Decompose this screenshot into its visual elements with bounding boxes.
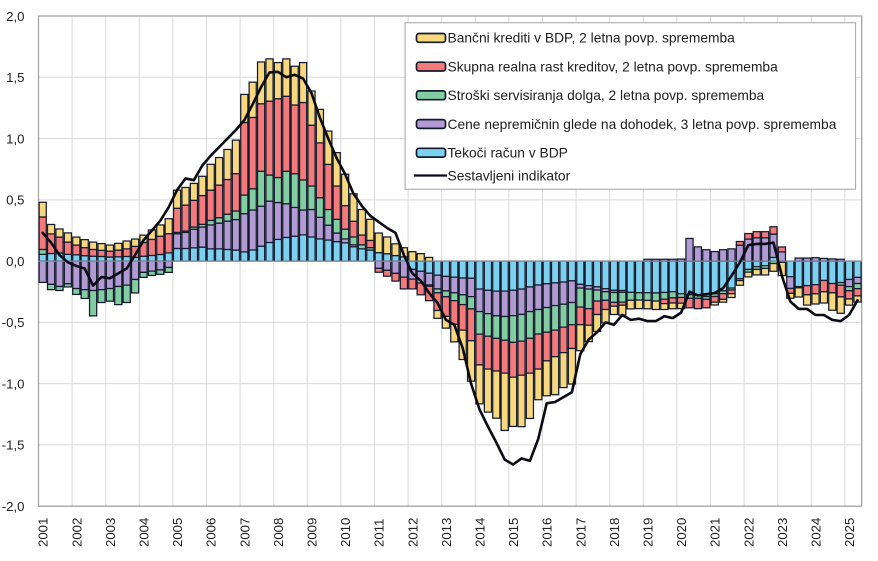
svg-text:2018: 2018	[607, 518, 622, 547]
svg-text:2004: 2004	[137, 518, 152, 547]
svg-text:2015: 2015	[506, 518, 521, 547]
svg-text:2,0: 2,0	[6, 9, 24, 24]
svg-text:2017: 2017	[573, 518, 588, 547]
svg-text:-1,5: -1,5	[2, 438, 25, 453]
svg-text:2014: 2014	[473, 518, 488, 547]
svg-text:2021: 2021	[708, 518, 723, 547]
svg-text:0,5: 0,5	[6, 193, 24, 208]
svg-text:-0,5: -0,5	[2, 315, 25, 330]
svg-text:2012: 2012	[405, 518, 420, 547]
svg-text:2023: 2023	[775, 518, 790, 547]
svg-text:2020: 2020	[674, 518, 689, 547]
svg-text:2016: 2016	[540, 518, 555, 547]
svg-text:2007: 2007	[237, 518, 252, 547]
svg-text:-2,0: -2,0	[2, 499, 25, 514]
svg-text:1,5: 1,5	[6, 70, 24, 85]
svg-text:Cene nepremičnin glede na doho: Cene nepremičnin glede na dohodek, 3 let…	[448, 117, 837, 132]
svg-text:Skupna realna rast kreditov, 2: Skupna realna rast kreditov, 2 letna pov…	[448, 59, 779, 74]
svg-text:2006: 2006	[204, 518, 219, 547]
svg-text:Stroški servisiranja dolga, 2: Stroški servisiranja dolga, 2 letna povp…	[448, 88, 765, 103]
svg-text:2025: 2025	[842, 518, 857, 547]
svg-text:2009: 2009	[305, 518, 320, 547]
svg-text:2005: 2005	[170, 518, 185, 547]
svg-text:2013: 2013	[439, 518, 454, 547]
svg-text:Bančni krediti v BDP, 2 letna: Bančni krediti v BDP, 2 letna povp. spre…	[448, 31, 736, 46]
svg-text:2002: 2002	[69, 518, 84, 547]
svg-text:2003: 2003	[103, 518, 118, 547]
svg-text:2011: 2011	[372, 519, 387, 547]
svg-text:0,0: 0,0	[6, 254, 24, 269]
svg-text:1,0: 1,0	[6, 131, 24, 146]
svg-text:2008: 2008	[271, 518, 286, 547]
svg-text:Tekoči račun v BDP: Tekoči račun v BDP	[448, 146, 568, 161]
svg-text:2024: 2024	[809, 518, 824, 547]
svg-text:2022: 2022	[741, 518, 756, 547]
svg-text:2019: 2019	[641, 518, 656, 547]
svg-text:2001: 2001	[36, 518, 51, 547]
svg-text:Sestavljeni indikator: Sestavljeni indikator	[448, 168, 571, 183]
svg-text:2010: 2010	[338, 518, 353, 547]
svg-text:-1,0: -1,0	[2, 376, 25, 391]
